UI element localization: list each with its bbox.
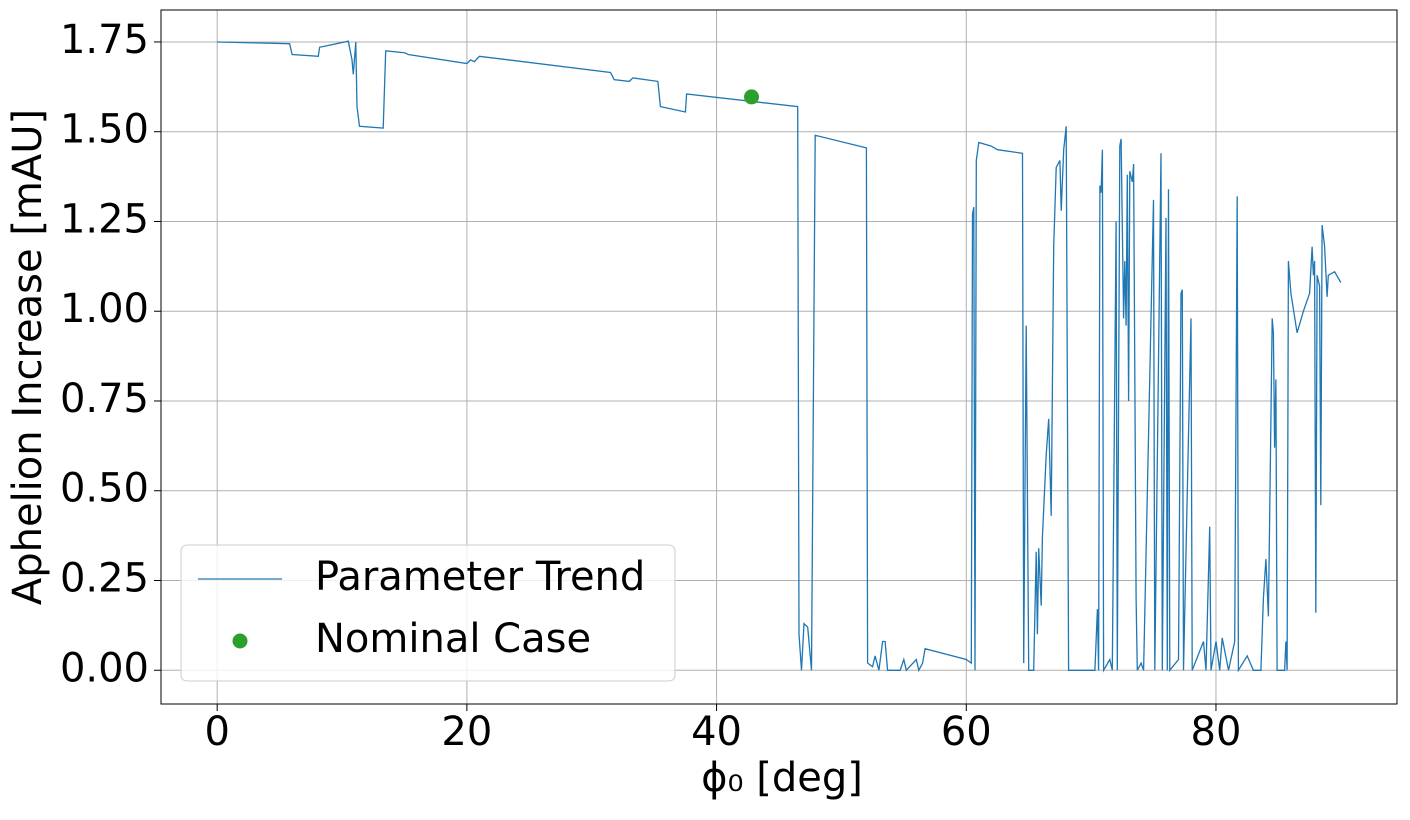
x-tick-label: 0 [204, 709, 229, 755]
data-line [217, 40, 1342, 673]
y-tick-label: 1.25 [60, 196, 149, 242]
y-tick-label: 0.50 [60, 466, 149, 512]
legend-swatch [232, 633, 248, 649]
y-axis-label: Aphelion Increase [mAU] [5, 109, 51, 605]
y-tick-label: 1.00 [60, 286, 149, 332]
y-tick-label: 0.00 [60, 645, 149, 691]
y-tick-label: 0.25 [60, 555, 149, 601]
y-tick-label: 1.75 [60, 17, 149, 63]
x-tick-label: 20 [441, 709, 492, 755]
x-axis-label: ϕ₀ [deg] [701, 755, 863, 801]
y-tick-label: 0.75 [60, 376, 149, 422]
legend-label: Parameter Trend [315, 554, 645, 600]
x-tick-label: 40 [691, 709, 742, 755]
data-point [744, 89, 760, 105]
plot-frame [160, 9, 1398, 705]
legend-label: Nominal Case [315, 616, 591, 662]
x-tick-label: 80 [1191, 709, 1242, 755]
legend-box [180, 544, 676, 682]
x-tick-label: 60 [941, 709, 992, 755]
y-tick-label: 1.50 [60, 107, 149, 153]
